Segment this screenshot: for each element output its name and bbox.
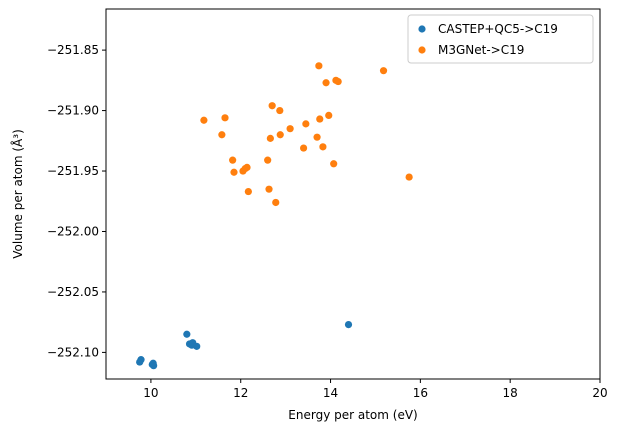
data-point bbox=[266, 134, 274, 142]
data-point bbox=[244, 187, 252, 196]
x-tick-label: 10 bbox=[143, 386, 158, 400]
x-tick-label: 20 bbox=[592, 386, 607, 400]
y-tick-label: −252.10 bbox=[47, 345, 99, 359]
data-point bbox=[330, 160, 338, 168]
data-point bbox=[316, 115, 324, 123]
data-point bbox=[268, 102, 276, 110]
legend-marker bbox=[418, 46, 426, 54]
x-tick-label: 18 bbox=[503, 386, 518, 400]
data-point bbox=[193, 342, 201, 350]
y-axis-ticks: −252.10 −252.05 −252.00 −251.95 −251.90 −251.… bbox=[47, 43, 106, 359]
x-tick-label: 12 bbox=[233, 386, 248, 400]
data-point bbox=[322, 79, 330, 87]
y-tick-label: −251.85 bbox=[47, 43, 99, 57]
data-point bbox=[265, 185, 273, 193]
data-point bbox=[200, 116, 208, 124]
data-point bbox=[405, 173, 413, 181]
x-tick-label: 16 bbox=[413, 386, 428, 400]
data-point bbox=[325, 111, 333, 120]
y-tick-label: −251.95 bbox=[47, 164, 99, 178]
legend-label: CASTEP+QC5->C19 bbox=[438, 22, 558, 36]
data-point bbox=[276, 131, 284, 139]
legend-box bbox=[407, 14, 594, 64]
y-axis-label: Volume per atom (Å³) bbox=[10, 129, 25, 258]
y-tick-label: −252.05 bbox=[47, 285, 99, 299]
data-point bbox=[150, 362, 158, 370]
data-point bbox=[230, 168, 238, 176]
data-point bbox=[334, 77, 342, 86]
data-point bbox=[137, 356, 145, 364]
data-point bbox=[344, 320, 353, 329]
y-tick-label: −251.90 bbox=[47, 104, 99, 118]
data-point bbox=[183, 330, 191, 338]
x-tick-label: 14 bbox=[323, 386, 338, 400]
data-point bbox=[302, 120, 310, 128]
data-point bbox=[276, 106, 284, 115]
data-point bbox=[286, 125, 294, 133]
data-point bbox=[264, 156, 272, 164]
data-point bbox=[229, 156, 237, 164]
legend-label: M3GNet->C19 bbox=[438, 43, 524, 57]
x-axis-ticks: 10 12 14 16 18 20 bbox=[143, 379, 608, 400]
points-layer bbox=[136, 62, 413, 370]
data-point bbox=[243, 163, 251, 171]
data-point bbox=[379, 67, 388, 75]
data-point bbox=[300, 144, 308, 152]
data-point bbox=[315, 62, 323, 70]
data-point bbox=[319, 143, 327, 151]
data-point bbox=[218, 131, 226, 139]
data-point bbox=[313, 133, 321, 141]
legend: CASTEP+QC5->C19 M3GNet->C19 bbox=[407, 14, 594, 64]
x-axis-label: Energy per atom (eV) bbox=[288, 408, 417, 422]
data-point bbox=[272, 198, 280, 207]
data-point bbox=[221, 114, 229, 122]
plot-frame bbox=[105, 8, 601, 380]
legend-marker bbox=[418, 25, 426, 33]
y-tick-label: −252.00 bbox=[47, 224, 99, 238]
